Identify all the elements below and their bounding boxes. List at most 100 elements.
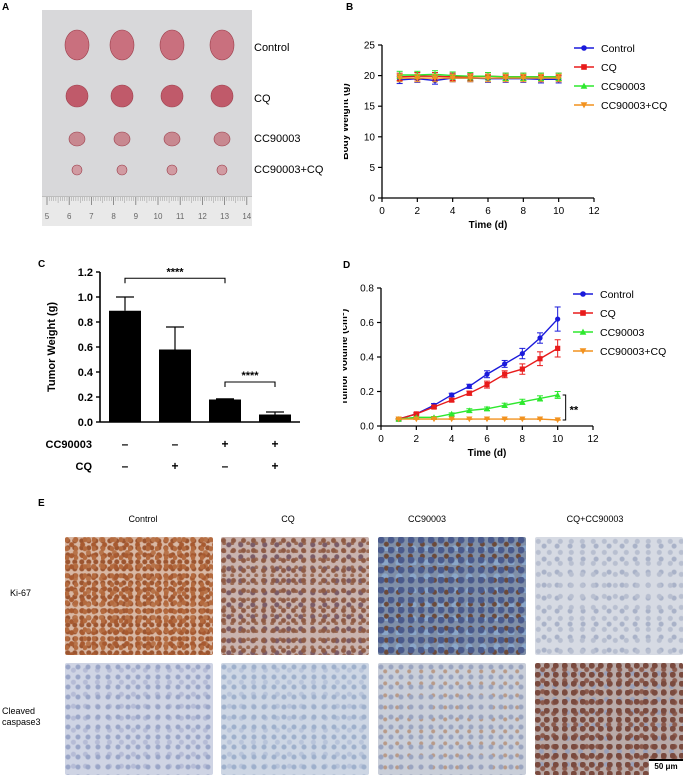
series-cc90003-point: [519, 398, 526, 405]
series-cc90003-cq-point: [414, 75, 421, 82]
series-cc90003-cq-point: [502, 75, 509, 82]
series-cc90003-cq-point: [501, 416, 508, 423]
x-tick-label: 2: [414, 434, 420, 445]
tumor-combo-1: [71, 164, 83, 176]
ihc-row-label-ki67-text: Ki-67: [10, 588, 32, 598]
bar: [209, 399, 241, 422]
series-cc90003-line: [399, 73, 559, 78]
x-tick-label: 0: [379, 206, 385, 217]
ruler-label: 14: [242, 212, 251, 221]
treatment-sign: +: [271, 459, 278, 473]
y-tick-label: 0.6: [360, 318, 374, 329]
ruler-label: 10: [154, 212, 163, 221]
ihc-image-ki67-control: [65, 537, 213, 655]
ruler-label: 8: [111, 212, 116, 221]
bar: [259, 414, 291, 422]
series-control-point: [537, 335, 543, 341]
treatment-row-label: CQ: [76, 461, 93, 473]
series-control-point: [484, 371, 490, 377]
series-control-legend-label: Control: [601, 43, 635, 55]
ruler-label: 6: [67, 212, 72, 221]
series-cc90003-legend-marker: [579, 328, 587, 335]
tumor-row-label-combo: CC90003+CQ: [254, 164, 324, 176]
series-cc90003-legend-label: CC90003: [600, 327, 645, 339]
tumor-row-label-cc90003: CC90003: [254, 133, 301, 145]
ihc-column-control: Control: [128, 514, 158, 524]
series-cc90003-point: [501, 402, 508, 408]
tumor-cq-2: [110, 84, 134, 108]
y-tick-label: 1.0: [78, 292, 93, 304]
significance-bracket: [562, 394, 567, 421]
ihc-row-label-caspase: Cleaved caspase3: [2, 706, 41, 728]
series-control-point: [449, 392, 455, 398]
series-cq-point: [431, 404, 437, 410]
x-tick-label: 6: [485, 206, 491, 217]
ruler-label: 11: [176, 212, 185, 221]
y-tick-label: 10: [364, 132, 376, 143]
ruler-label: 5: [45, 212, 50, 221]
series-cq-legend-marker: [581, 64, 587, 70]
panel-label-b: B: [346, 2, 354, 13]
series-cq-line: [398, 347, 559, 420]
series-cc90003-point: [536, 395, 544, 401]
y-tick-label: 0.0: [360, 422, 374, 433]
ihc-column-cq: CQ: [281, 514, 295, 524]
ihc-row-label-caspase-line2: caspase3: [2, 717, 41, 727]
series-cc90003-point: [554, 391, 561, 398]
significance-bracket: [224, 381, 276, 387]
series-cc90003-point: [483, 405, 491, 412]
series-cc90003-cq-point: [520, 75, 527, 82]
y-axis-label: Tumor Weight (g): [46, 302, 58, 392]
series-cc90003-cq-point: [396, 75, 403, 82]
significance-label: **: [570, 404, 579, 416]
tumor-cc90003-1: [68, 131, 86, 147]
y-tick-label: 25: [364, 41, 376, 52]
ihc-image-caspase-control: [65, 663, 213, 775]
series-cq-point: [413, 411, 419, 417]
series-cc90003-cq-point: [555, 75, 562, 82]
tumor-cc90003-2: [113, 131, 131, 147]
x-tick-label: 8: [521, 206, 527, 217]
ruler-label: 12: [198, 212, 207, 221]
tumor-combo-3: [166, 164, 178, 176]
ruler-label: 13: [220, 212, 229, 221]
series-cc90003-cq-point: [449, 75, 456, 82]
ihc-row-label-caspase-line1: Cleaved: [2, 706, 36, 716]
series-cc90003-cq-point: [448, 416, 455, 423]
series-cq-legend-marker: [580, 310, 586, 316]
treatment-sign: –: [122, 459, 129, 473]
tumor-control-1: [64, 29, 90, 61]
series-cc90003-cq-point: [467, 75, 474, 82]
tumor-photo: 5 6 7 8 9 10 11 12 13 14: [42, 10, 252, 226]
treatment-sign: +: [271, 437, 278, 451]
series-cq-point: [519, 366, 525, 372]
bar: [159, 349, 191, 422]
series-cc90003-cq-point: [519, 416, 526, 423]
treatment-sign: –: [172, 437, 179, 451]
y-tick-label: 0.8: [360, 284, 374, 295]
series-cc90003-cq-point: [554, 417, 561, 424]
body-weight-chart: 0 5 10 15 20 25 0 2 4 6 8 10 12 Time (d) Body Weight (…: [344, 41, 667, 232]
series-control-legend-marker: [580, 291, 586, 297]
series-cc90003-cq-point: [536, 416, 544, 423]
series-cc90003-cq-legend-marker: [580, 102, 588, 109]
tumor-weight-chart: 0.0 0.2 0.4 0.6 0.8 1.0 1.2 Tumor Weight (g) ***…: [46, 266, 300, 473]
scale-bar: 50 μm: [649, 759, 683, 775]
series-cq-point: [466, 390, 472, 396]
tumor-row-label-control: Control: [254, 42, 290, 54]
tumor-combo-4: [216, 164, 228, 176]
y-axis-label-superscript: 3: [343, 312, 346, 316]
y-tick-label: 0.2: [360, 387, 374, 398]
series-cq-point: [537, 356, 543, 362]
ihc-column-combo: CQ+CC90003: [566, 514, 624, 524]
y-tick-label: 0: [369, 194, 375, 205]
series-control-point: [466, 383, 472, 389]
ihc-image-ki67-cc90003: [378, 537, 526, 655]
tumor-volume-chart: 0.0 0.2 0.4 0.6 0.8 0 2 4 6 8 10 12 Time (d) Tumor Vo…: [343, 284, 666, 460]
x-tick-label: 10: [553, 206, 565, 217]
scale-bar-label: 50 μm: [654, 762, 678, 771]
treatment-sign: +: [171, 459, 178, 473]
series-cc90003-cq-point: [466, 416, 473, 423]
tumor-cq-1: [65, 84, 89, 108]
series-cq-point: [502, 371, 508, 377]
